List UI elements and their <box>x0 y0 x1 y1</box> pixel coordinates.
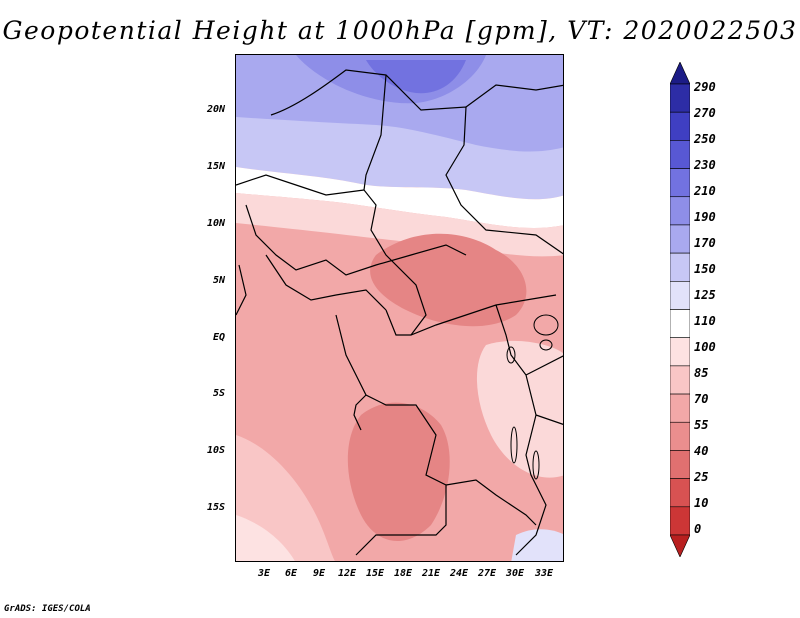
colorbar-label: 70 <box>694 392 709 406</box>
chart-title: Geopotential Height at 1000hPa [gpm], VT… <box>2 16 798 45</box>
colorbar-swatch <box>669 337 691 367</box>
geopotential-field <box>236 55 563 561</box>
colorbar-swatch <box>669 281 691 310</box>
lat-label: 5S <box>213 388 226 399</box>
colorbar-label: 210 <box>694 184 716 198</box>
lat-label: EQ <box>213 332 226 343</box>
pink-light-band <box>236 193 563 257</box>
colorbar-swatch <box>669 421 691 451</box>
colorbar-swatch <box>669 450 691 479</box>
colorbar-label: 290 <box>694 80 716 94</box>
lon-label: 3E <box>258 568 271 579</box>
colorbar-swatch <box>669 140 691 169</box>
colorbar-label: 230 <box>694 158 716 172</box>
pink-southwest-light <box>236 515 295 561</box>
blue-darkest-patch <box>366 60 466 94</box>
colorbar-swatch <box>669 83 691 113</box>
colorbar-swatch <box>669 365 691 395</box>
colorbar-top-arrow <box>669 61 691 85</box>
country-borders <box>236 69 563 556</box>
colorbar-label: 10 <box>694 496 709 510</box>
pink-light-east <box>476 340 563 478</box>
lon-label: 18E <box>394 568 413 579</box>
colorbar-bottom-arrow <box>669 534 691 558</box>
colorbar-label: 270 <box>694 106 716 120</box>
colorbar-swatch <box>669 196 691 226</box>
red-patch-south <box>347 402 450 542</box>
grads-credit: GrADS: IGES/COLA <box>4 604 91 614</box>
lat-label: 5N <box>213 275 226 286</box>
lon-label: 27E <box>478 568 497 579</box>
colorbar-label: 190 <box>694 210 716 224</box>
map-panel <box>235 54 564 562</box>
colorbar-swatch <box>669 224 691 254</box>
lat-label: 15N <box>207 161 226 172</box>
colorbar-swatch <box>669 478 691 508</box>
colorbar-label: 100 <box>694 340 716 354</box>
lat-label: 10S <box>207 445 226 456</box>
lakes <box>506 314 559 480</box>
colorbar-label: 40 <box>694 444 709 458</box>
blue-band <box>236 55 563 152</box>
colorbar-swatch <box>669 252 691 282</box>
lon-label: 6E <box>285 568 298 579</box>
lon-label: 24E <box>450 568 469 579</box>
colorbar-swatch <box>669 309 691 338</box>
colorbar-swatch <box>669 393 691 423</box>
lat-label: 20N <box>207 104 226 115</box>
colorbar-swatches <box>669 61 691 558</box>
colorbar <box>669 61 691 561</box>
colorbar-label: 170 <box>694 236 716 250</box>
lat-label: 15S <box>207 502 226 513</box>
lon-label: 12E <box>338 568 357 579</box>
lon-label: 9E <box>313 568 326 579</box>
colorbar-label: 250 <box>694 132 716 146</box>
colorbar-label: 150 <box>694 262 716 276</box>
lat-label: 10N <box>207 218 226 229</box>
red-patch-north <box>370 233 527 327</box>
colorbar-swatch <box>669 168 691 198</box>
colorbar-swatch <box>669 506 691 536</box>
colorbar-label: 25 <box>694 470 709 484</box>
colorbar-label: 110 <box>694 314 716 328</box>
lon-label: 21E <box>422 568 441 579</box>
lon-label: 33E <box>535 568 554 579</box>
colorbar-label: 125 <box>694 288 716 302</box>
colorbar-label: 0 <box>694 522 702 536</box>
colorbar-swatch <box>669 111 691 141</box>
colorbar-label: 55 <box>694 418 709 432</box>
white-band <box>236 167 563 228</box>
blue-southeast <box>511 529 563 561</box>
colorbar-label: 85 <box>694 366 709 380</box>
lon-label: 30E <box>506 568 525 579</box>
lon-label: 15E <box>366 568 385 579</box>
